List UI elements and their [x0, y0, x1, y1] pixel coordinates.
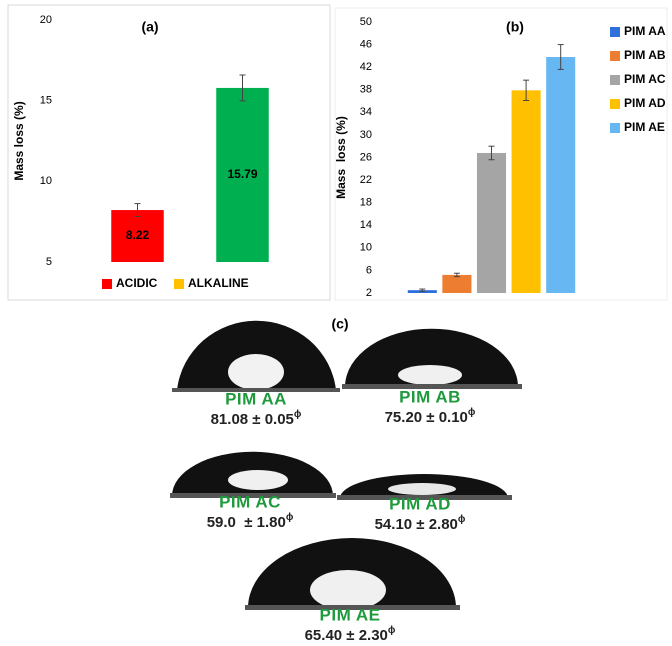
bar	[546, 57, 575, 293]
y-tick-label: 18	[360, 197, 372, 209]
y-tick-label: 30	[360, 129, 372, 141]
legend-swatch	[174, 279, 184, 289]
legend-label: PIM AB	[624, 48, 666, 62]
angle-symbol: ϕ	[468, 407, 476, 418]
angle-value: 54.10 ± 2.80	[375, 516, 458, 533]
legend-label: ALKALINE	[188, 276, 249, 290]
y-tick-label: 34	[360, 106, 372, 118]
legend-label: PIM AA	[624, 24, 666, 38]
legend-label: ACIDIC	[116, 276, 158, 290]
legend-swatch	[610, 27, 620, 37]
angle-symbol: ϕ	[286, 512, 294, 523]
y-axis-label: Mass loss (%)	[12, 101, 26, 180]
legend-label: PIM AE	[624, 120, 665, 134]
y-tick-label: 10	[360, 242, 372, 254]
error-bar	[419, 289, 425, 291]
droplet-highlight	[228, 470, 288, 490]
contact-angle: 54.10 ± 2.80ϕ	[375, 514, 466, 533]
y-tick-label: 6	[366, 264, 372, 276]
droplet-highlight	[388, 483, 456, 495]
panel-a-frame	[8, 5, 330, 300]
y-tick-label: 38	[360, 84, 372, 96]
y-tick-label: 26	[360, 151, 372, 163]
y-tick-label: 50	[360, 16, 372, 28]
angle-value: 59.0 ± 1.80	[207, 514, 286, 531]
angle-value: 65.40 ± 2.30	[305, 627, 388, 644]
droplet-name: PIM AC	[219, 492, 281, 511]
legend-swatch	[102, 279, 112, 289]
droplet-highlight	[398, 365, 462, 385]
droplet-name: PIM AA	[225, 389, 287, 408]
contact-angle: 81.08 ± 0.05ϕ	[211, 409, 302, 428]
y-axis-label: Mass loss (%)	[334, 116, 348, 199]
droplets	[170, 321, 522, 610]
legend-swatch	[610, 51, 620, 61]
droplet-name: PIM AE	[320, 605, 381, 624]
panel-c-label: (c)	[331, 316, 348, 332]
contact-angle: 75.20 ± 0.10ϕ	[385, 407, 476, 426]
droplet-name: PIM AD	[389, 494, 451, 513]
angle-value: 81.08 ± 0.05	[211, 411, 294, 428]
chart-title: (a)	[141, 19, 158, 35]
data-label: 8.22	[126, 228, 150, 242]
y-tick-label: 15	[40, 95, 52, 107]
legend-swatch	[610, 99, 620, 109]
data-label: 15.79	[227, 167, 257, 181]
angle-symbol: ϕ	[458, 514, 466, 525]
legend-label: PIM AD	[624, 96, 666, 110]
angle-value: 75.20 ± 0.10	[385, 409, 468, 426]
contact-angle: 59.0 ± 1.80ϕ	[207, 512, 294, 531]
contact-angle: 65.40 ± 2.30ϕ	[305, 625, 396, 644]
legend-swatch	[610, 123, 620, 133]
y-tick-label: 14	[360, 219, 372, 231]
legend-swatch	[610, 75, 620, 85]
bar	[442, 275, 471, 293]
angle-symbol: ϕ	[388, 625, 396, 636]
y-tick-label: 46	[360, 38, 372, 50]
y-tick-label: 20	[40, 14, 52, 26]
y-tick-label: 22	[360, 174, 372, 186]
droplet-highlight	[228, 354, 284, 390]
y-tick-label: 2	[366, 287, 372, 299]
bar	[512, 90, 541, 293]
angle-symbol: ϕ	[294, 409, 302, 420]
legend-label: PIM AC	[624, 72, 666, 86]
droplet-highlight	[310, 570, 386, 610]
figure: (c) (a) Mass loss (%) 5 10 15 20 8.22 ACIDIC 15.…	[0, 0, 672, 646]
y-tick-label: 42	[360, 61, 372, 73]
droplet-name: PIM AB	[399, 387, 461, 406]
y-tick-label: 5	[46, 256, 52, 268]
chart-title: (b)	[506, 19, 524, 35]
y-tick-label: 10	[40, 175, 52, 187]
bar	[477, 153, 506, 293]
